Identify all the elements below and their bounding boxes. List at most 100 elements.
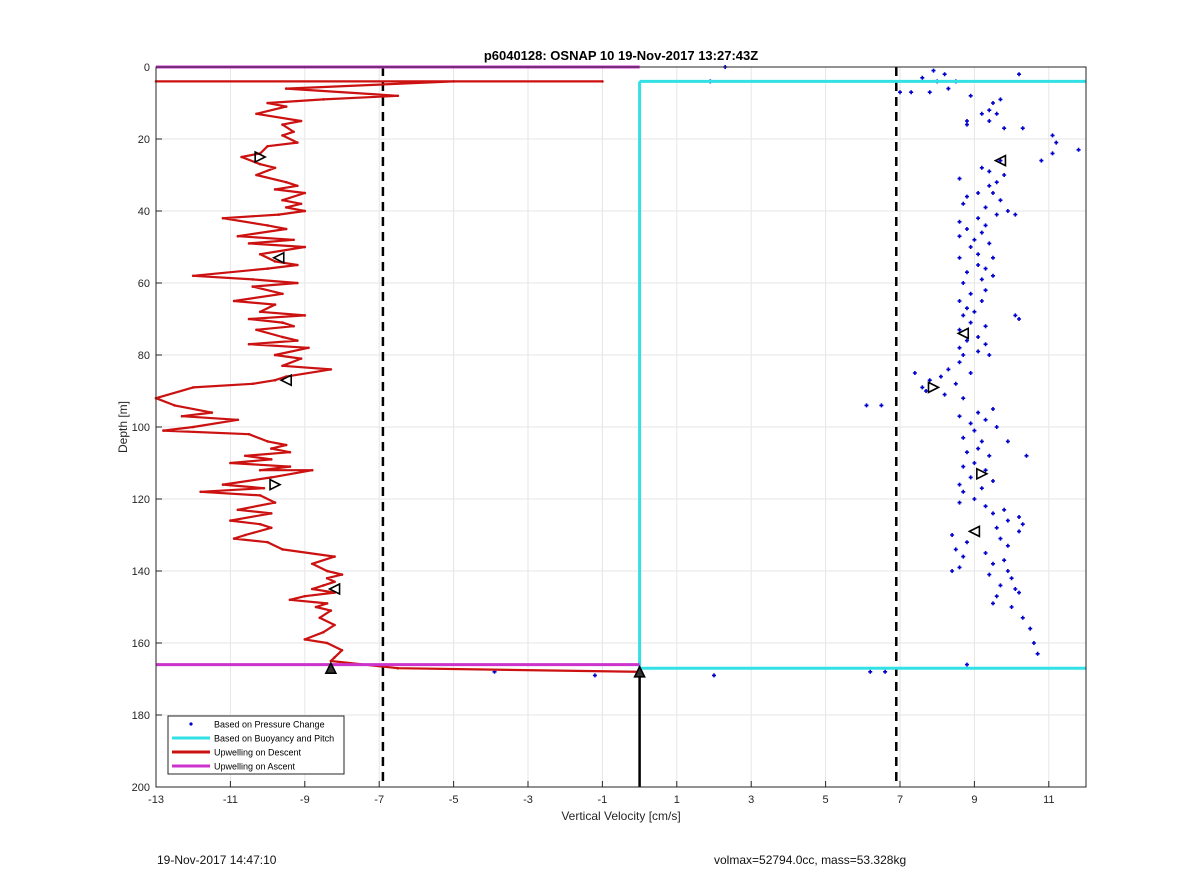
dive-marker	[279, 373, 292, 387]
descent-point	[296, 339, 299, 342]
descent-point	[340, 648, 344, 652]
pressure-change-point	[953, 381, 958, 386]
descent-point	[310, 468, 314, 472]
pressure-change-point	[957, 482, 962, 487]
descent-point	[258, 162, 262, 166]
descent-point	[273, 188, 277, 191]
legend-label: Based on Buoyancy and Pitch	[214, 734, 334, 744]
pressure-change-point	[979, 299, 984, 303]
pressure-change-point	[964, 194, 969, 199]
descent-point	[281, 198, 284, 202]
y-tick-label: 120	[132, 494, 150, 506]
pressure-change-point	[964, 227, 969, 231]
pressure-change-point	[987, 241, 992, 246]
pressure-change-point	[968, 475, 973, 480]
dive-marker	[633, 665, 646, 678]
pressure-change-point	[987, 353, 992, 357]
pressure-change-point	[924, 389, 929, 393]
pressure-change-point	[1076, 147, 1081, 152]
legend-swatch-dot	[189, 722, 193, 726]
descent-point	[284, 87, 288, 90]
pressure-change-point	[983, 266, 988, 271]
pressure-change-point	[998, 158, 1003, 163]
descent-point	[232, 537, 236, 540]
pressure-change-point	[1009, 576, 1014, 581]
pressure-change-point	[1054, 140, 1059, 145]
descent-point	[281, 292, 284, 296]
descent-point	[258, 252, 262, 256]
pressure-change-point	[983, 417, 988, 422]
x-tick-label: -9	[300, 794, 310, 806]
pressure-change-point	[994, 111, 999, 116]
descent-point	[325, 602, 329, 605]
pressure-change-point	[950, 533, 955, 537]
descent-point	[288, 450, 292, 454]
descent-point	[270, 476, 273, 479]
pressure-change-point	[953, 547, 958, 552]
descent-point	[247, 432, 251, 436]
pressure-change-point	[1020, 126, 1025, 131]
pressure-change-point	[1005, 543, 1010, 548]
pressure-change-point	[898, 90, 902, 95]
pressure-change-point	[968, 245, 973, 249]
descent-point	[396, 94, 400, 98]
pressure-change-point	[994, 180, 999, 185]
pressure-change-point	[912, 371, 917, 375]
pressure-change-point	[1002, 558, 1007, 563]
descent-point	[292, 324, 295, 328]
pressure-change-point	[961, 464, 966, 469]
legend-label: Upwelling on Descent	[214, 748, 302, 758]
y-tick-label: 100	[132, 422, 150, 434]
descent-point	[303, 209, 307, 213]
descent-point	[284, 206, 288, 209]
pressure-change-point	[998, 536, 1003, 541]
descent-point	[325, 641, 329, 645]
descent-point	[251, 278, 255, 281]
pressure-change-point	[1017, 515, 1022, 519]
descent-point	[273, 260, 277, 263]
descent-point	[236, 234, 240, 238]
pressure-change-point	[961, 396, 966, 401]
descent-point	[299, 357, 303, 360]
pressure-change-point	[1005, 439, 1010, 444]
descent-point	[325, 569, 329, 573]
pressure-change-point	[991, 511, 995, 516]
y-tick-label: 180	[132, 710, 150, 722]
y-tick-label: 140	[132, 566, 150, 578]
pressure-change-point	[592, 673, 597, 678]
descent-point	[229, 461, 232, 465]
descent-point	[322, 630, 325, 634]
pressure-change-point	[968, 371, 973, 375]
descent-point	[452, 80, 455, 83]
descent-point	[162, 429, 165, 432]
descent-point	[284, 227, 288, 231]
descent-point	[281, 548, 284, 551]
dive-marker	[976, 467, 989, 481]
pressure-change-point	[1050, 133, 1055, 138]
descent-point	[273, 303, 277, 306]
pressure-change-point	[957, 219, 962, 224]
y-tick-label: 200	[132, 782, 150, 794]
pressure-change-point	[964, 450, 969, 455]
descent-point	[284, 443, 288, 447]
descent-point	[236, 418, 240, 422]
descent-point	[281, 364, 284, 368]
pressure-change-point	[964, 338, 969, 343]
pressure-change-point	[983, 223, 988, 228]
pressure-change-point	[1013, 587, 1018, 591]
descent-point	[270, 512, 273, 515]
descent-point	[303, 638, 307, 641]
descent-point	[258, 468, 262, 472]
footer-timestamp: 19-Nov-2017 14:47:10	[157, 853, 277, 867]
dive-marker	[324, 661, 338, 674]
legend-box	[167, 715, 345, 775]
pressure-change-point	[961, 201, 966, 206]
pressure-change-point	[961, 435, 966, 440]
descent-point	[288, 465, 292, 468]
pressure-change-point	[1005, 569, 1010, 573]
pressure-change-point	[972, 497, 977, 501]
pressure-change-point	[976, 216, 981, 221]
pressure-change-point	[1017, 529, 1022, 534]
descent-point	[173, 404, 176, 407]
dive-marker	[327, 582, 341, 596]
